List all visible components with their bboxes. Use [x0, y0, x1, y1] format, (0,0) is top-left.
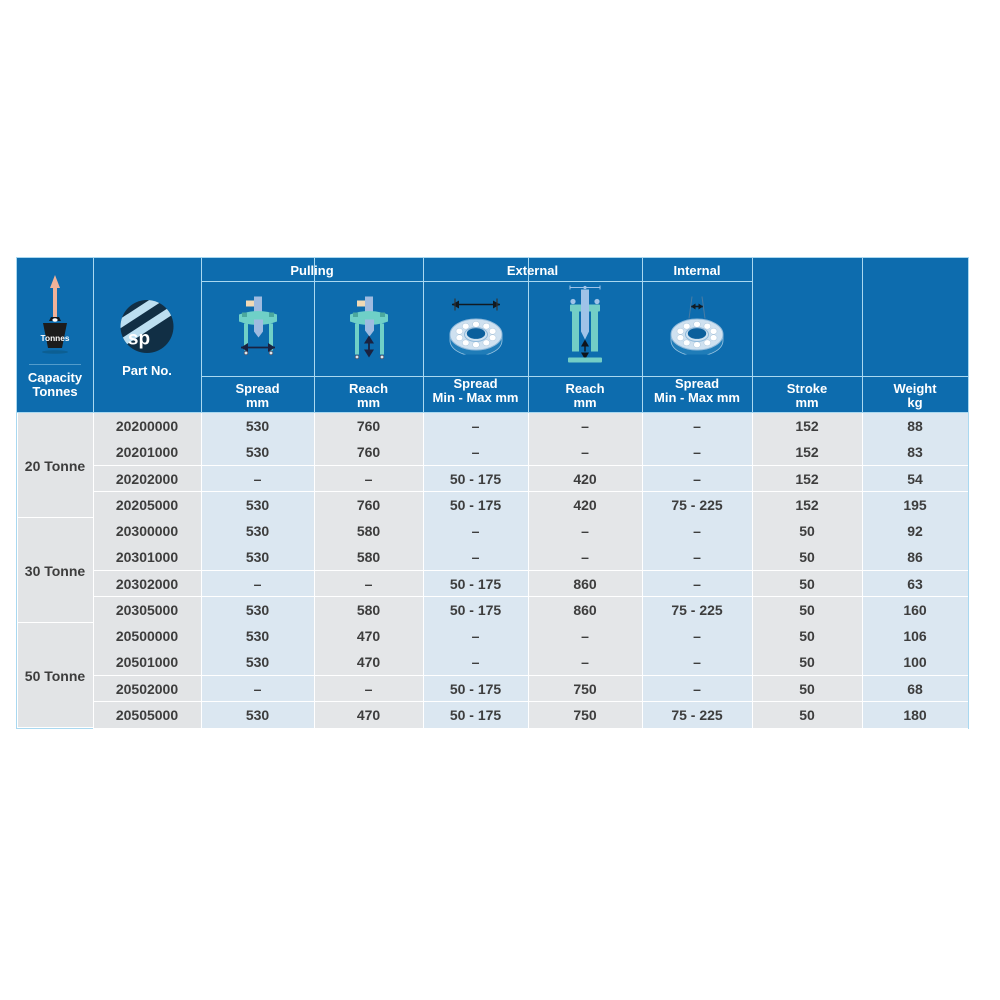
svg-text:sp: sp [128, 329, 150, 350]
svg-text:Tonnes: Tonnes [41, 333, 70, 343]
